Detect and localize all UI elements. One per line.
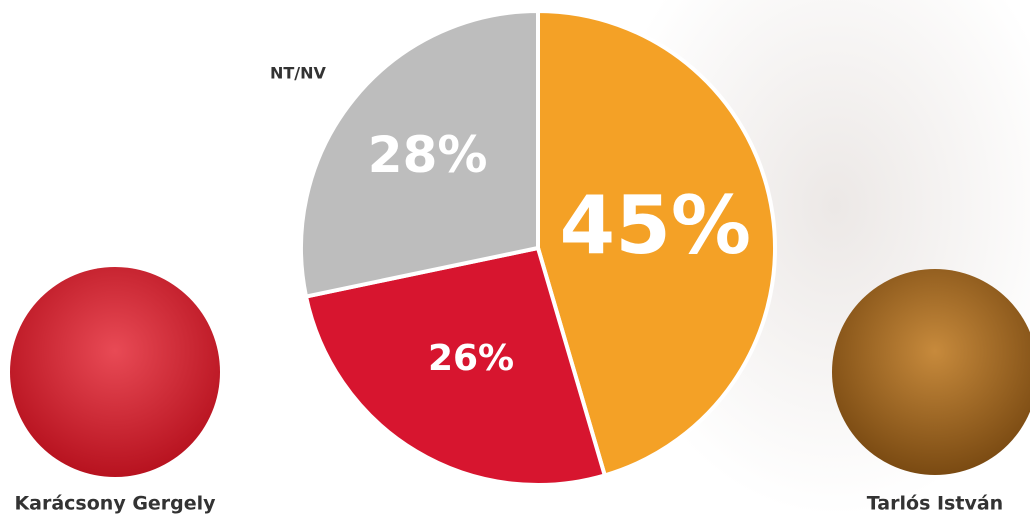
pie-slice [299, 8, 540, 299]
pie-slice [536, 8, 777, 478]
slice-label: 45% [560, 179, 751, 272]
slice-name: NT/NV [270, 64, 327, 83]
pie: 45% 26% 28% [299, 8, 777, 487]
candidate-photo [10, 267, 220, 477]
slice-label: 26% [428, 338, 514, 379]
candidate-name: Tarlós István [867, 493, 1003, 515]
candidate-photo [832, 269, 1030, 475]
pie-slice [303, 245, 608, 487]
candidate-name: Karácsony Gergely [14, 493, 216, 515]
slice-label: 28% [368, 126, 488, 184]
